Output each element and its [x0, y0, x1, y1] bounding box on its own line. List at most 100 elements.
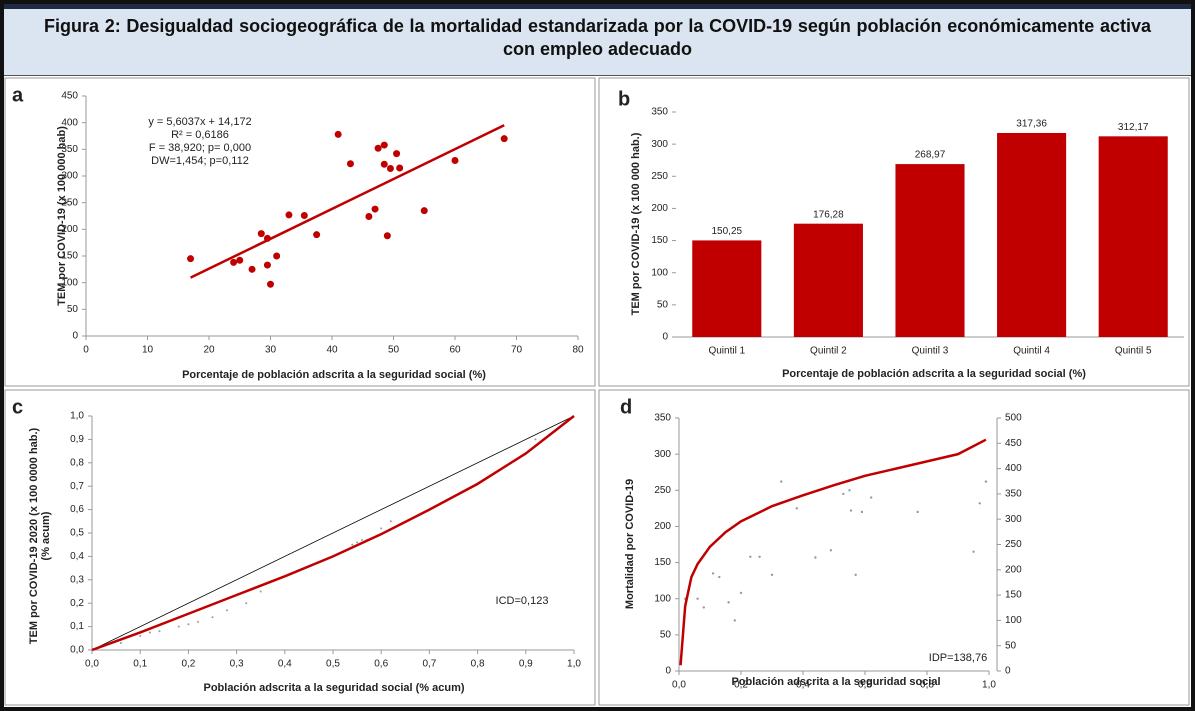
- x-tick-label: 1,0: [982, 680, 996, 691]
- y2-tick-label: 250: [1005, 539, 1022, 550]
- data-point: [534, 438, 537, 441]
- annotation: R² = 0,6186: [171, 129, 229, 141]
- data-point: [727, 601, 730, 604]
- data-point: [393, 150, 401, 158]
- y-tick-label: 0,4: [70, 551, 84, 562]
- y-tick-label: 200: [654, 521, 671, 532]
- panel-frame: [4, 389, 596, 706]
- y-tick-label: 150: [61, 251, 78, 262]
- data-point: [187, 623, 190, 626]
- data-point: [383, 232, 391, 240]
- y-tick-label: 250: [654, 485, 671, 496]
- y-tick-label: 300: [651, 139, 668, 150]
- data-point: [139, 634, 142, 637]
- y-tick-label: 0,7: [70, 481, 84, 492]
- y-tick-label: 0,6: [70, 504, 84, 515]
- data-point: [285, 211, 293, 219]
- y-tick-label: 50: [657, 299, 669, 310]
- data-point: [374, 144, 382, 152]
- value-label: 150,25: [712, 226, 743, 237]
- data-point: [749, 555, 752, 558]
- y-tick-label: 50: [660, 629, 672, 640]
- x-tick-label: 0,2: [181, 659, 195, 670]
- series-line: [91, 415, 575, 651]
- y-tick-label: 400: [61, 117, 78, 128]
- x-tick-label: 0,8: [471, 659, 485, 670]
- y-tick-label: 1,0: [70, 411, 84, 422]
- panel-letter: d: [620, 396, 632, 418]
- x-tick-label: 80: [572, 345, 584, 356]
- value-label: 268,97: [915, 150, 946, 161]
- data-point: [380, 160, 388, 168]
- y2-tick-label: 400: [1005, 463, 1022, 474]
- data-point: [177, 625, 180, 628]
- y-tick-label: 0: [665, 666, 671, 677]
- data-point: [696, 597, 699, 600]
- x-tick-label: 0,6: [374, 659, 388, 670]
- x-axis-label: Porcentaje de población adscrita a la se…: [782, 368, 1086, 380]
- x-tick-label: Quintil 3: [912, 346, 949, 357]
- data-point: [916, 510, 919, 514]
- y2-tick-label: 50: [1005, 640, 1017, 651]
- bar: [997, 132, 1067, 337]
- data-point: [158, 630, 161, 633]
- data-point: [263, 261, 271, 269]
- data-point: [854, 573, 857, 577]
- x-tick-label: 0,6: [858, 680, 872, 691]
- data-point: [870, 496, 873, 499]
- data-point: [702, 606, 705, 609]
- chart-area: a Porcentaje de población adscrita a la s…: [4, 77, 1190, 706]
- data-point: [733, 619, 736, 622]
- panel-letter: c: [12, 396, 23, 418]
- data-point: [739, 591, 743, 595]
- x-tick-label: Quintil 2: [810, 346, 847, 357]
- data-point: [313, 231, 321, 239]
- x-axis-label: Porcentaje de población adscrita a la se…: [182, 369, 486, 381]
- x-tick-label: 1,0: [567, 659, 581, 670]
- data-point: [849, 509, 853, 512]
- y-tick-label: 300: [61, 171, 78, 182]
- x-tick-label: 40: [326, 345, 338, 356]
- data-point: [814, 556, 817, 559]
- data-point: [197, 620, 200, 623]
- y-axis-label: TEM por COVID-19 (x 100 000 hab.): [630, 132, 642, 315]
- data-point: [380, 527, 383, 530]
- x-tick-label: 0: [83, 345, 89, 356]
- y-tick-label: 350: [654, 413, 671, 424]
- data-point: [848, 489, 851, 492]
- y2-tick-label: 450: [1005, 438, 1022, 449]
- data-point: [978, 502, 981, 505]
- x-tick-label: Quintil 4: [1013, 346, 1050, 357]
- data-point: [300, 211, 308, 219]
- data-point: [148, 631, 151, 634]
- x-axis-label: Población adscrita a la seguridad social: [731, 676, 940, 688]
- x-tick-label: 70: [511, 345, 523, 356]
- y-tick-label: 0,1: [70, 621, 84, 632]
- y-tick-label: 100: [61, 277, 78, 288]
- bar: [895, 164, 965, 337]
- x-tick-label: 0,1: [133, 659, 147, 670]
- data-point: [257, 230, 265, 238]
- data-point: [211, 616, 214, 619]
- y-tick-label: 250: [61, 197, 78, 208]
- annotation: y = 5,6037x + 14,172: [148, 116, 251, 128]
- annotation: F = 38,920; p= 0,000: [149, 142, 251, 154]
- data-point: [273, 252, 281, 260]
- y-tick-label: 100: [651, 267, 668, 278]
- data-point: [711, 572, 715, 575]
- panel-frame: [598, 77, 1190, 387]
- data-point: [972, 550, 975, 553]
- x-axis-label: Población adscrita a la seguridad social…: [203, 682, 464, 694]
- data-point: [829, 549, 833, 552]
- data-point: [500, 135, 508, 143]
- data-point: [795, 507, 798, 510]
- data-point: [346, 160, 354, 168]
- data-point: [984, 480, 988, 483]
- data-point: [236, 256, 244, 264]
- y-tick-label: 0,3: [70, 574, 84, 585]
- data-point: [396, 164, 404, 172]
- y-tick-label: 300: [654, 449, 671, 460]
- x-tick-label: 0,8: [920, 680, 934, 691]
- y2-tick-label: 0: [1005, 666, 1011, 677]
